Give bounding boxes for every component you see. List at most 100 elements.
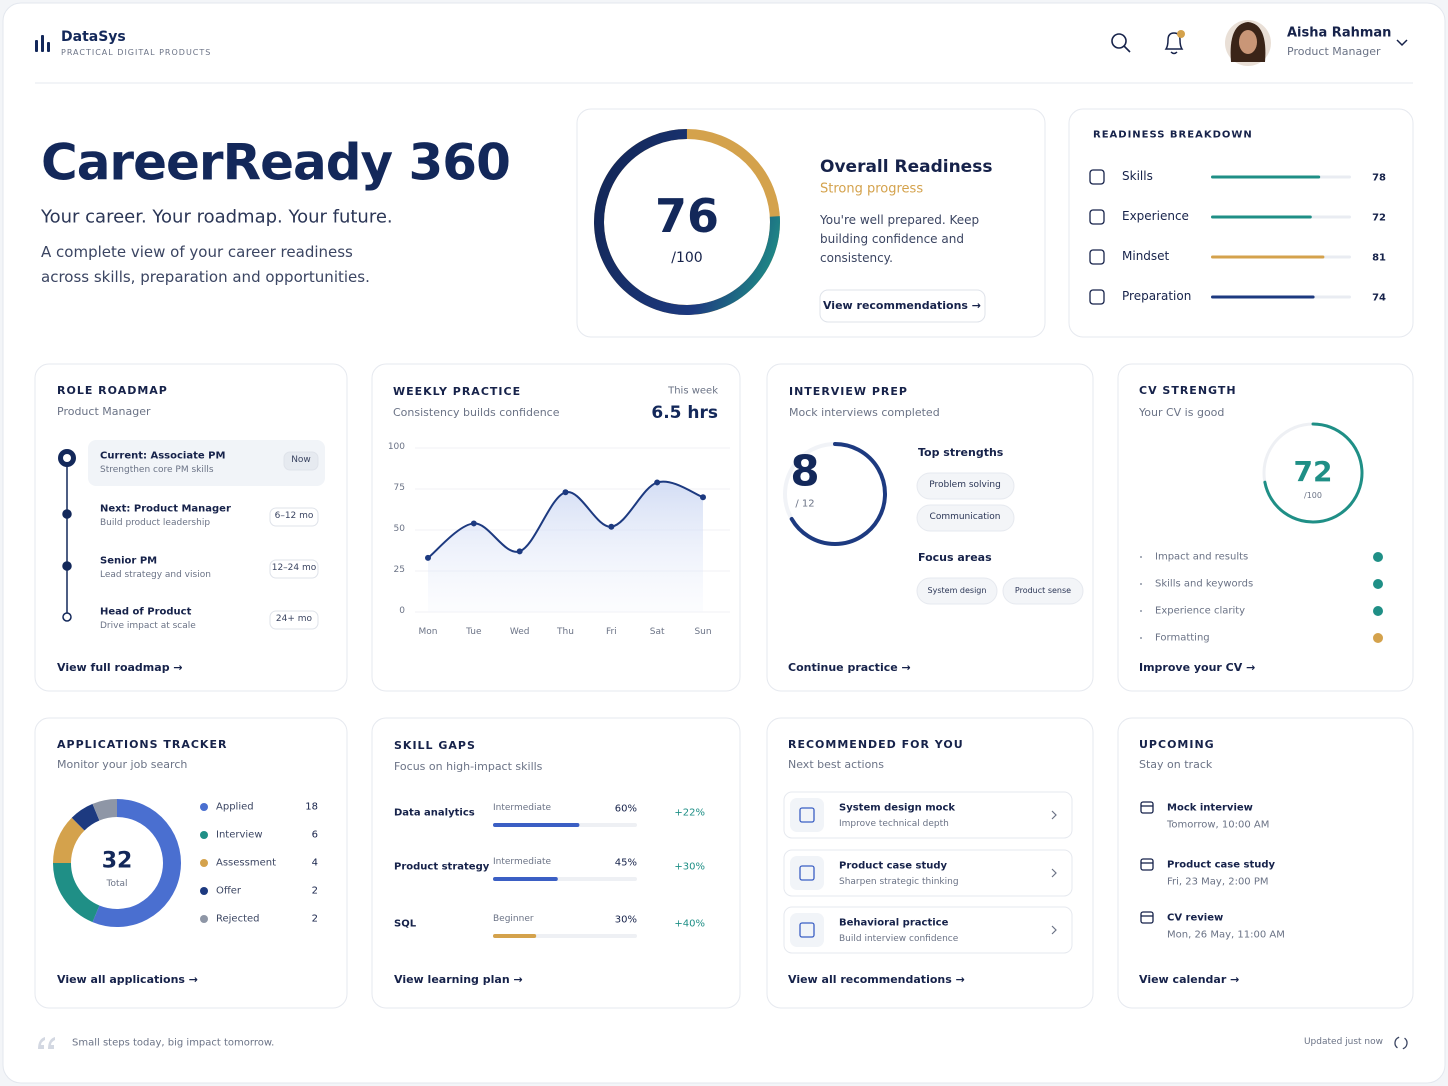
roadmap-step-title: Senior PM <box>100 555 158 567</box>
hero-title: CareerReady 360 <box>41 133 511 192</box>
roadmap-tag <box>269 507 319 527</box>
check-bullet <box>1140 583 1142 585</box>
recommendation-item[interactable] <box>783 906 1073 954</box>
breakdown-icon <box>1089 169 1105 185</box>
skill-change: +40% <box>674 918 705 930</box>
check-bullet <box>1140 637 1142 639</box>
link[interactable]: View all recommendations → <box>788 972 965 986</box>
section-title: RECOMMENDED FOR YOU <box>788 737 964 751</box>
card <box>1117 717 1414 1009</box>
upcoming-title: Mock interview <box>1167 802 1253 814</box>
recommendation-desc: Sharpen strategic thinking <box>839 877 959 888</box>
line-area <box>428 481 703 612</box>
roadmap-step-desc: Strengthen core PM skills <box>100 465 214 476</box>
recommendation-item[interactable] <box>783 849 1073 897</box>
check-label: Formatting <box>1155 632 1210 644</box>
logo-bar <box>35 40 38 52</box>
focus-pill <box>916 577 998 605</box>
card <box>1117 363 1414 692</box>
y-tick-label: 50 <box>393 524 405 535</box>
section-subtitle: Stay on track <box>1139 757 1213 771</box>
breakdown-icon <box>1089 209 1105 225</box>
check-label: Impact and results <box>1155 551 1249 563</box>
section-title: WEEKLY PRACTICE <box>393 384 522 398</box>
roadmap-step-title: Next: Product Manager <box>100 503 231 515</box>
logo-bar <box>47 42 50 52</box>
cv-score: 72 <box>1293 454 1333 488</box>
section-subtitle: Mock interviews completed <box>789 405 940 419</box>
section-subtitle: Your CV is good <box>1139 405 1225 419</box>
card <box>371 717 741 1009</box>
donut-segment <box>92 799 118 821</box>
link[interactable]: View full roadmap → <box>57 660 183 674</box>
recommendation-glyph <box>799 922 815 938</box>
breakdown-label: Skills <box>1122 169 1153 184</box>
legend-dot <box>200 831 208 839</box>
section-subtitle: Focus on high-impact skills <box>394 759 543 773</box>
refresh-icon[interactable] <box>1394 1036 1408 1050</box>
x-tick-label: Tue <box>466 627 482 638</box>
strength-pill <box>916 504 1015 532</box>
link[interactable]: Continue practice → <box>788 660 911 674</box>
card <box>576 108 1046 338</box>
strength-pill <box>916 472 1015 500</box>
calendar-icon <box>1140 858 1154 871</box>
recommendations-button-label[interactable]: View recommendations → <box>822 298 982 312</box>
check-icon <box>1373 606 1383 616</box>
recommendation-chevron <box>1051 868 1057 878</box>
breakdown-value: 72 <box>1372 212 1386 224</box>
skill-percent: 45% <box>614 857 637 869</box>
roadmap-step-desc: Drive impact at scale <box>100 621 196 632</box>
recommendation-chevron <box>1051 810 1057 820</box>
interview-count: 8 <box>790 446 820 496</box>
calendar-icon <box>1140 801 1154 814</box>
link[interactable]: View learning plan → <box>394 972 523 986</box>
upcoming-time: Tomorrow, 10:00 AM <box>1167 819 1270 831</box>
link[interactable]: Improve your CV → <box>1139 660 1256 674</box>
weekly-total: 6.5 hrs <box>651 402 718 423</box>
legend-value: 2 <box>311 913 318 925</box>
breakdown-value: 81 <box>1372 252 1386 264</box>
section-subtitle: Next best actions <box>788 757 885 771</box>
recommendation-glyph <box>799 807 815 823</box>
recommendations-button <box>819 289 986 323</box>
donut-segment <box>71 803 100 831</box>
x-tick-label: Sat <box>649 627 665 638</box>
focus-label: Product sense <box>1014 585 1072 595</box>
focus-label: System design <box>927 585 987 595</box>
applications-total-label: Total <box>106 879 128 890</box>
recommendation-icon <box>790 913 824 947</box>
brand: DataSys <box>61 28 126 45</box>
legend-value: 4 <box>311 857 318 869</box>
readiness-scale: /100 <box>671 249 703 266</box>
recommendation-title: System design mock <box>839 802 956 814</box>
roadmap-dot-inner <box>63 454 71 462</box>
y-tick-label: 100 <box>387 442 405 453</box>
section-title: APPLICATIONS TRACKER <box>57 737 228 751</box>
skill-change: +30% <box>674 861 705 873</box>
breakdown-label: Experience <box>1122 209 1189 224</box>
footer-updated: Updated just now <box>1303 1037 1383 1048</box>
recommendation-glyph <box>799 865 815 881</box>
legend-dot <box>200 915 208 923</box>
point <box>700 494 706 501</box>
roadmap-current-bg <box>88 440 325 486</box>
check-label: Experience clarity <box>1155 605 1246 617</box>
y-tick-label: 0 <box>399 606 405 617</box>
calendar-icon <box>1140 911 1154 924</box>
section-subtitle: Consistency builds confidence <box>393 405 560 419</box>
hero-description: A complete view of your career readiness… <box>41 243 370 286</box>
legend-value: 6 <box>311 829 318 841</box>
recommendation-chevron <box>1051 925 1057 935</box>
link[interactable]: View calendar → <box>1139 972 1240 986</box>
link[interactable]: View all applications → <box>57 972 199 986</box>
upcoming-title: CV review <box>1167 912 1224 924</box>
x-tick-label: Mon <box>418 627 438 638</box>
quote-icon <box>38 1037 55 1049</box>
legend-dot <box>200 803 208 811</box>
breakdown-bar <box>1211 175 1321 179</box>
recommendation-item[interactable] <box>783 791 1073 839</box>
recommendation-title: Behavioral practice <box>839 917 949 929</box>
check-bullet <box>1140 556 1142 558</box>
applications-total: 32 <box>101 848 133 874</box>
